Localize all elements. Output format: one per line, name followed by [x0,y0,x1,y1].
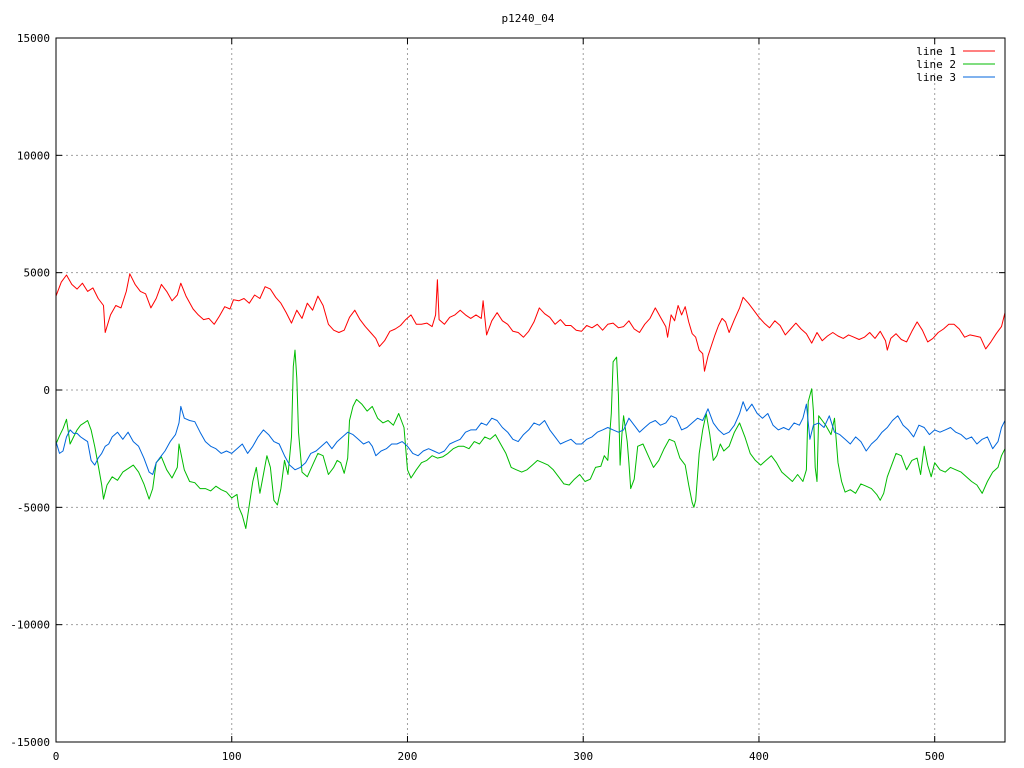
grid-lines [56,38,1005,742]
y-tick-label: -15000 [10,736,50,749]
y-tick-label: 15000 [17,32,50,45]
series-line-2 [55,349,1006,529]
legend-label-3: line 3 [916,71,956,84]
y-tick-label: -10000 [10,619,50,632]
x-tick-label: 400 [749,750,769,763]
series-line-1 [55,273,1006,372]
x-tick-label: 500 [925,750,945,763]
legend-label-2: line 2 [916,58,956,71]
series-line-3 [55,401,1006,475]
x-tick-label: 300 [573,750,593,763]
plot-frame [55,37,1006,743]
x-tick-label: 100 [222,750,242,763]
legend-label-1: line 1 [916,45,956,58]
y-tick-label: -5000 [17,501,50,514]
y-tick-label: 10000 [17,149,50,162]
x-tick-label: 0 [53,750,60,763]
series-lines [55,273,1006,529]
y-tick-label: 5000 [24,267,51,280]
axes: -15000 -10000 -5000 0 5000 10000 15000 0 100 200 3… [10,32,1005,763]
chart-title: p1240_04 [502,12,555,25]
y-tick-label: 0 [43,384,50,397]
x-tick-label: 200 [398,750,418,763]
